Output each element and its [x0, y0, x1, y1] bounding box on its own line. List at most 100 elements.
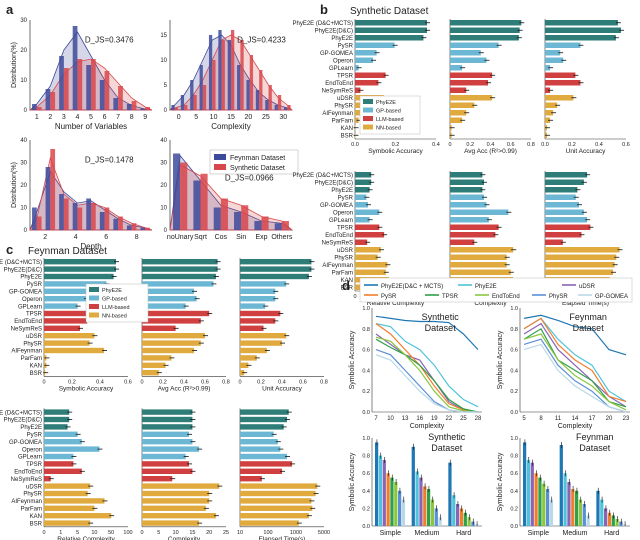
bar-b-2-7	[545, 72, 576, 78]
legend-label-llm: LLM-based	[102, 305, 130, 311]
bar-feynman	[265, 100, 269, 110]
legend-box	[359, 277, 633, 303]
x-tick-label: 28	[475, 416, 482, 422]
method-label: PhyE2E(D&C)	[315, 181, 353, 187]
method-label: PhyE2E (D&C+MCTS)	[0, 410, 42, 416]
bar-c-1-7	[142, 310, 210, 317]
legend-d: PhyE2E(D&C + MCTS) PhyE2E uDSR PySR TPSR EndT…	[359, 277, 633, 303]
bar-c-2-12	[240, 347, 267, 354]
y-tick-label: 0	[24, 108, 28, 114]
y-axis-label: Distribution(%)	[11, 162, 18, 208]
bar-1-0	[559, 445, 563, 526]
x-tick-label: 0.4	[180, 379, 188, 385]
bar-synthetic	[268, 85, 272, 110]
bar-0-5	[394, 482, 398, 526]
x-tick-label: Exp	[255, 234, 267, 241]
x-tick-label: 0.4	[487, 142, 495, 148]
method-label: ParFam	[332, 271, 353, 277]
x-axis-label: Complexity	[474, 300, 507, 307]
bar-1-1	[563, 473, 567, 526]
bar-b-5-0	[545, 172, 588, 178]
bar-feynman	[113, 98, 119, 110]
bar-c-4-15	[142, 520, 200, 526]
method-label: PhyE2E	[331, 188, 353, 194]
y-tick-label: 1.0	[510, 436, 518, 442]
bar-feynman	[113, 218, 119, 230]
bar-b-3-3	[355, 194, 367, 200]
method-label: PhySR	[23, 341, 42, 347]
x-tick-label: 0	[353, 294, 356, 300]
bar-c-1-9	[142, 325, 176, 331]
method-label: EndToEnd	[325, 233, 353, 239]
bar-c-0-4	[44, 288, 92, 294]
bar-0-6	[398, 490, 402, 526]
bar-c-0-5	[44, 296, 86, 302]
y-tick-label: 0.0	[362, 524, 370, 530]
bar-c-5-9	[240, 476, 262, 482]
bar-synthetic	[221, 40, 225, 110]
c-metric-5: 10 100 1000 5000 Elapsed Time(s)	[237, 408, 330, 540]
bar-0-4	[390, 477, 394, 526]
method-label: AIFeynman	[322, 263, 353, 269]
bar-b-3-5	[355, 209, 380, 215]
bar-feynman	[274, 105, 278, 110]
legend-c: PhyE2E GP-based LLM-based NN-based	[85, 283, 149, 323]
bar-c-2-4	[240, 288, 276, 294]
legend-swatch-llm	[89, 304, 99, 309]
bar-c-2-14	[240, 362, 249, 368]
legend-label: uDSR	[579, 284, 596, 290]
method-label: GP-GOMEA	[9, 290, 42, 296]
y-tick-label: 0.6	[510, 348, 518, 354]
x-tick-label: 0.2	[257, 379, 265, 385]
method-label: PhyE2E	[20, 275, 42, 281]
x-tick-label: 8	[539, 416, 543, 422]
y-tick-label: 30	[20, 18, 27, 24]
bar-synthetic	[193, 95, 197, 110]
x-tick-label: 10	[173, 530, 179, 536]
bar-b-5-10	[545, 247, 620, 253]
bar-c-1-12	[142, 347, 195, 354]
panel-label-b: b	[320, 2, 328, 17]
bar-c-5-4	[240, 439, 278, 445]
bar-synthetic	[77, 59, 83, 110]
legend-swatch-gp	[363, 107, 373, 113]
legend-label-phye2e: PhyE2E	[376, 100, 396, 106]
bar-synthetic	[118, 86, 123, 110]
legend-label-phye2e: PhyE2E	[102, 288, 122, 294]
legend-swatch-phye2e	[89, 287, 99, 292]
x-axis-label: Complexity	[168, 536, 201, 540]
bar-2-4	[463, 512, 467, 526]
y-tick-label: 20	[20, 183, 27, 189]
x-tick-label: 11	[555, 416, 562, 422]
bar-c-4-6	[142, 453, 186, 460]
x-tick-label: 0.8	[222, 379, 230, 385]
x-axis-label: Complexity	[410, 423, 445, 430]
series-line-0	[523, 314, 627, 356]
bar-feynman	[126, 104, 132, 110]
bar-synthetic	[184, 105, 188, 110]
y-tick-label: 30	[160, 161, 167, 167]
bar-feynman	[218, 30, 222, 110]
x-tick-label: Others	[271, 234, 293, 241]
bar-plot-title: Dataset	[579, 443, 611, 453]
x-tick-label: 20	[206, 530, 212, 536]
y-tick-label: 0.2	[510, 506, 518, 512]
x-axis-label: Elapsed Time(s)	[259, 536, 306, 540]
bar-2-4	[611, 515, 615, 526]
x-axis-label: Relative Complexity	[367, 300, 425, 307]
y-tick-label: 0.4	[362, 489, 370, 495]
bar-synthetic	[212, 60, 216, 110]
bar-b-4-4	[450, 202, 487, 208]
bar-c-5-15	[240, 520, 299, 526]
x-tick-label: 16	[416, 416, 423, 422]
x-axis-label: Symbolic Accuracy	[368, 148, 423, 155]
bar-b-3-4	[355, 202, 368, 208]
bar-b-2-10	[545, 95, 574, 101]
group-label: Medium	[415, 530, 440, 537]
bar-c-3-9	[44, 476, 51, 482]
bar-c-4-1	[142, 416, 193, 423]
x-tick-label: 22	[446, 416, 453, 422]
bar-c-4-4	[142, 439, 193, 445]
bar-c-5-5	[240, 446, 281, 452]
bar-0-6	[546, 489, 550, 526]
